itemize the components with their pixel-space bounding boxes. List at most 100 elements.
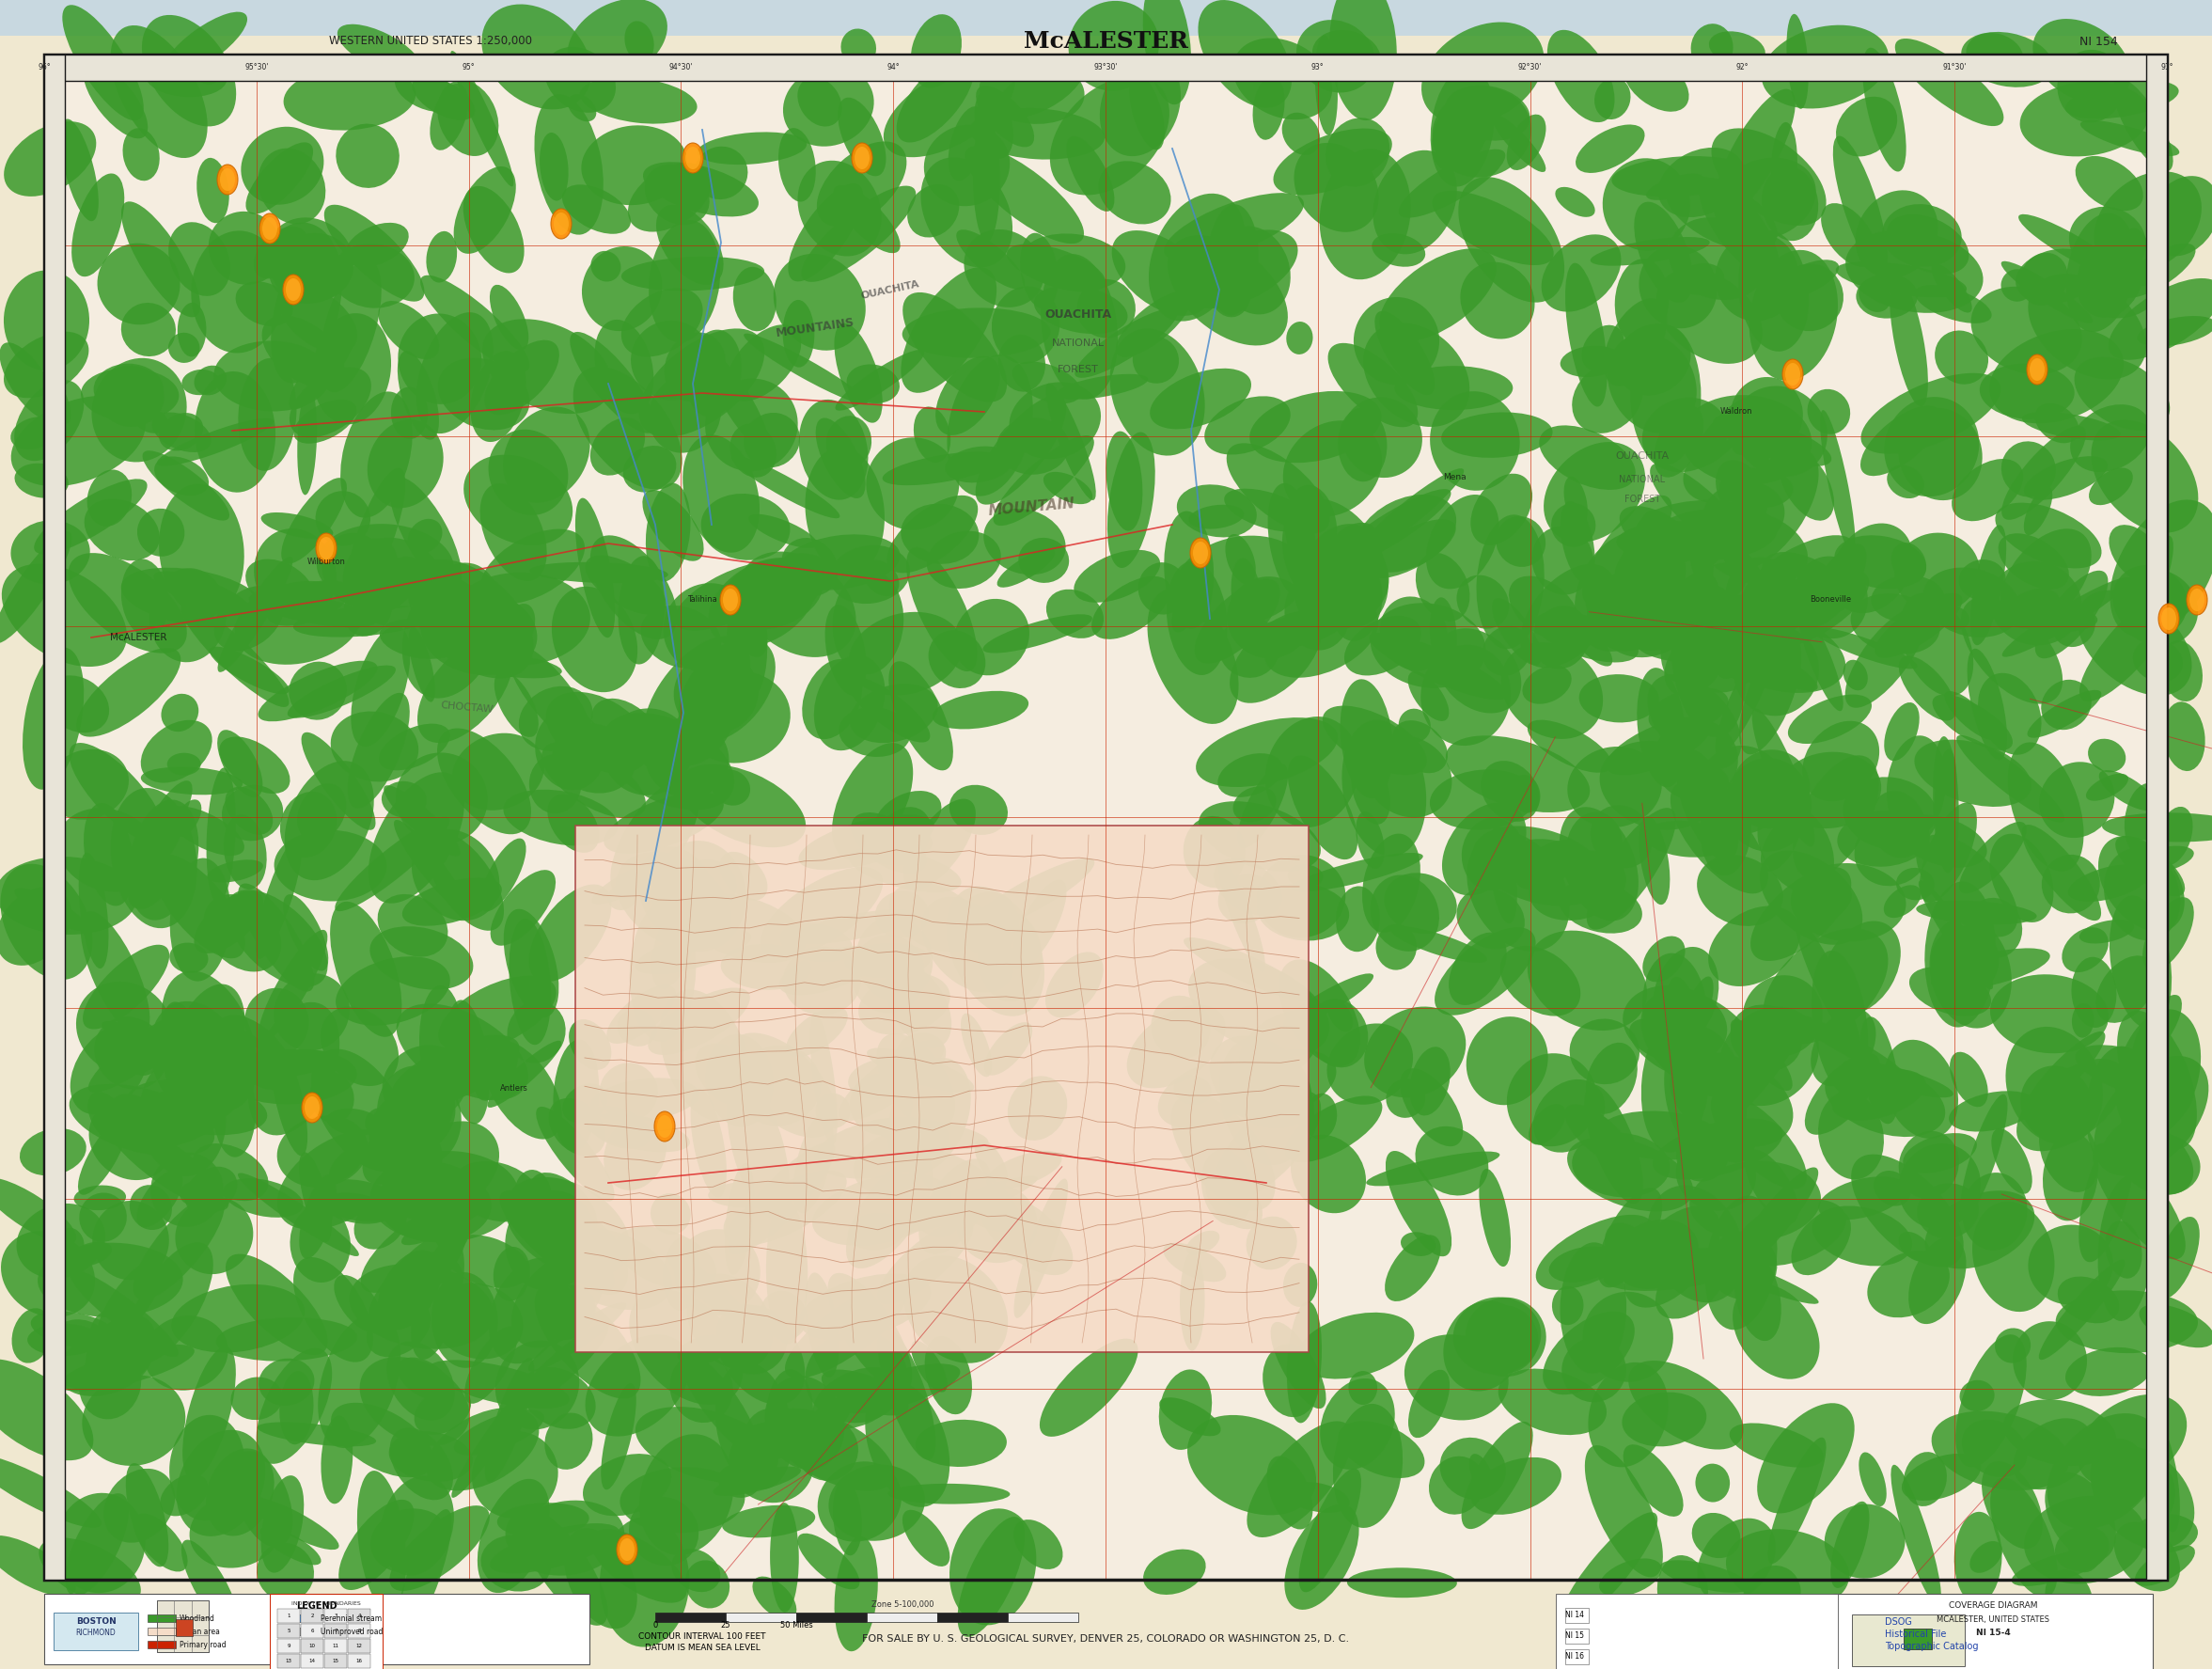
Ellipse shape: [712, 1467, 801, 1495]
Text: 0: 0: [653, 1621, 657, 1629]
Ellipse shape: [2161, 608, 2177, 629]
Text: 3: 3: [334, 1614, 336, 1619]
Ellipse shape: [290, 1205, 349, 1282]
Ellipse shape: [1670, 1053, 1794, 1147]
Ellipse shape: [732, 456, 841, 519]
Ellipse shape: [825, 416, 872, 469]
Ellipse shape: [520, 686, 593, 751]
Ellipse shape: [2079, 589, 2179, 701]
Ellipse shape: [672, 1549, 721, 1592]
Ellipse shape: [1440, 1437, 1506, 1499]
Ellipse shape: [1285, 1066, 1314, 1128]
Ellipse shape: [1068, 2, 1159, 90]
Ellipse shape: [914, 407, 951, 462]
Ellipse shape: [1659, 1561, 1750, 1592]
Ellipse shape: [15, 464, 69, 497]
Ellipse shape: [1363, 322, 1469, 427]
Ellipse shape: [13, 381, 84, 461]
Ellipse shape: [361, 1357, 469, 1445]
Ellipse shape: [1201, 1150, 1252, 1225]
Ellipse shape: [1933, 694, 2013, 751]
Ellipse shape: [712, 769, 750, 806]
Ellipse shape: [1730, 1167, 1818, 1273]
Bar: [726, 1612, 796, 1622]
Ellipse shape: [345, 467, 405, 604]
Ellipse shape: [1624, 1444, 1683, 1517]
Ellipse shape: [982, 614, 1093, 653]
Ellipse shape: [975, 396, 1066, 504]
Ellipse shape: [453, 167, 515, 254]
Ellipse shape: [549, 794, 599, 853]
Ellipse shape: [1564, 476, 1588, 526]
Ellipse shape: [2002, 577, 2130, 658]
Ellipse shape: [153, 855, 246, 958]
Ellipse shape: [400, 556, 529, 639]
Ellipse shape: [1365, 736, 1451, 818]
Ellipse shape: [695, 1043, 759, 1107]
Ellipse shape: [830, 1464, 925, 1540]
Bar: [347, 1609, 369, 1622]
Ellipse shape: [1971, 287, 2081, 374]
Text: 94°: 94°: [887, 63, 900, 72]
Ellipse shape: [1845, 230, 1984, 314]
Ellipse shape: [283, 895, 327, 971]
Text: 11: 11: [332, 1644, 338, 1649]
Ellipse shape: [1604, 1223, 1659, 1287]
Ellipse shape: [1515, 840, 1582, 890]
Ellipse shape: [785, 1006, 847, 1056]
Ellipse shape: [544, 1414, 593, 1470]
Ellipse shape: [1186, 1230, 1219, 1255]
Ellipse shape: [1586, 1043, 1637, 1113]
Ellipse shape: [1265, 716, 1360, 828]
Ellipse shape: [1681, 396, 1812, 484]
Ellipse shape: [1013, 1519, 1062, 1569]
Ellipse shape: [515, 1170, 551, 1222]
Ellipse shape: [283, 275, 303, 305]
Ellipse shape: [336, 956, 449, 1025]
Ellipse shape: [730, 424, 776, 477]
Ellipse shape: [964, 229, 1044, 307]
Ellipse shape: [2022, 412, 2121, 441]
Ellipse shape: [568, 0, 668, 82]
Ellipse shape: [133, 1514, 188, 1572]
Ellipse shape: [728, 1170, 847, 1245]
Ellipse shape: [1287, 322, 1314, 354]
Ellipse shape: [582, 247, 661, 330]
Ellipse shape: [1562, 1339, 1626, 1402]
Ellipse shape: [980, 58, 1084, 124]
Ellipse shape: [1566, 264, 1608, 407]
Ellipse shape: [1506, 1053, 1597, 1147]
Ellipse shape: [2148, 175, 2212, 255]
Ellipse shape: [498, 604, 535, 658]
Ellipse shape: [1973, 1202, 2055, 1312]
Ellipse shape: [799, 1273, 931, 1340]
Ellipse shape: [816, 1093, 849, 1128]
Ellipse shape: [1363, 833, 1420, 933]
Ellipse shape: [2006, 1026, 2104, 1145]
Ellipse shape: [1843, 659, 1867, 691]
Ellipse shape: [553, 723, 635, 793]
Ellipse shape: [290, 661, 347, 719]
Ellipse shape: [2, 564, 126, 666]
Ellipse shape: [1498, 1369, 1606, 1435]
Ellipse shape: [1168, 235, 1287, 345]
Ellipse shape: [2115, 1522, 2181, 1591]
Ellipse shape: [1144, 1549, 1206, 1594]
Ellipse shape: [1020, 234, 1057, 309]
Ellipse shape: [896, 57, 973, 142]
Ellipse shape: [1548, 1247, 1617, 1282]
Ellipse shape: [2002, 426, 2086, 519]
Ellipse shape: [230, 1377, 283, 1420]
Ellipse shape: [1314, 35, 1338, 135]
Ellipse shape: [1929, 916, 2011, 1028]
Ellipse shape: [947, 886, 1044, 1016]
Ellipse shape: [854, 1132, 931, 1193]
Ellipse shape: [520, 1509, 608, 1626]
Ellipse shape: [1712, 414, 1832, 466]
Ellipse shape: [504, 1190, 595, 1290]
Ellipse shape: [1856, 274, 1918, 319]
Ellipse shape: [1922, 567, 2020, 638]
Bar: [175, 1619, 192, 1636]
Ellipse shape: [1666, 175, 1778, 250]
Ellipse shape: [1329, 489, 1451, 569]
